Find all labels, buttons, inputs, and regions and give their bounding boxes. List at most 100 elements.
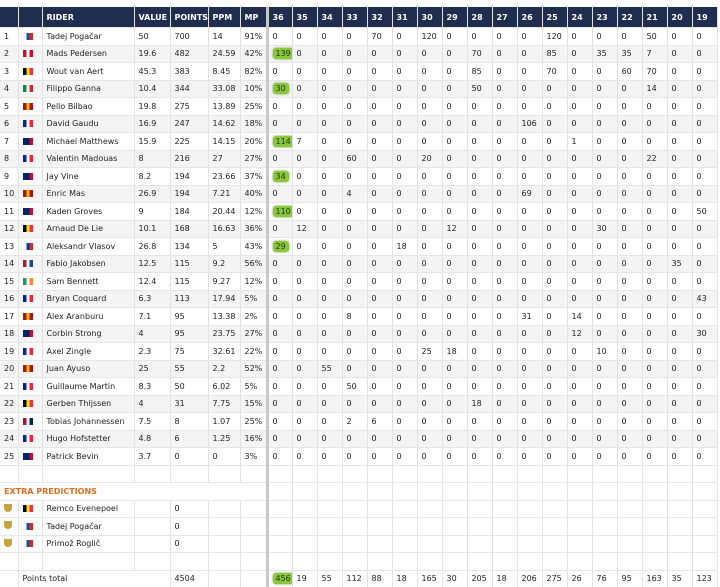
rider-value: 19.8: [134, 97, 171, 116]
stage-value: 60: [621, 66, 632, 76]
stage-points: 0: [367, 325, 393, 343]
stage-value: 0: [296, 49, 302, 59]
rider-points: 482: [170, 45, 209, 63]
stage-value: 0: [296, 381, 302, 391]
rank: 18: [0, 325, 19, 343]
flag-icon: [22, 400, 33, 408]
stage-value: 0: [496, 189, 502, 199]
stage-value: 0: [671, 154, 677, 164]
stage-points: 4: [342, 185, 368, 203]
stage-value: 22: [646, 154, 657, 164]
stage-value: 0: [421, 329, 427, 339]
stage-value: 0: [346, 119, 352, 129]
stage-header: 21: [642, 7, 668, 28]
empty-cell: [240, 465, 268, 483]
stage-value: 0: [671, 346, 677, 356]
stage-points: 0: [617, 447, 643, 466]
stage-value: 0: [446, 241, 452, 251]
stage-points: 0: [342, 325, 368, 343]
empty-cell: [617, 482, 643, 501]
stage-points: 0: [617, 290, 643, 308]
rank: 24: [0, 430, 19, 448]
stage-points: 0: [492, 377, 518, 396]
stage-value: 0: [546, 329, 552, 339]
stage-total: 18: [396, 574, 407, 584]
stage-value: 0: [346, 224, 352, 234]
empty-cell: [492, 535, 518, 553]
stage-value: 0: [496, 259, 502, 269]
stage-value: 0: [496, 416, 502, 426]
stage-header: 32: [367, 7, 393, 28]
stage-points: 0: [392, 115, 418, 133]
stage-points: 8: [342, 307, 368, 326]
stage-points: 0: [517, 342, 543, 361]
stage-value: 1: [571, 136, 577, 146]
stage-value: 0: [371, 49, 377, 59]
stage-points: 0: [667, 27, 693, 46]
flag: [18, 115, 43, 133]
stage-header: 30: [417, 7, 443, 28]
stage-points: 55: [317, 360, 343, 378]
stage-value: 0: [696, 171, 702, 181]
flag: [18, 517, 43, 536]
stage-value: 0: [596, 451, 602, 461]
empty-cell: [317, 465, 343, 483]
stage-points: 60: [617, 62, 643, 81]
empty-cell: [292, 465, 318, 483]
stage-points: 0: [667, 272, 693, 291]
stage-value: 0: [546, 224, 552, 234]
stage-points: 0: [592, 325, 618, 343]
stage-value: 0: [546, 364, 552, 374]
stage-value: 0: [446, 189, 452, 199]
rider-name: Tadej Pogačar: [42, 27, 135, 46]
rider-ppm: 6.02: [208, 377, 241, 396]
stage-points: 0: [292, 167, 318, 186]
stage-value: 0: [396, 84, 402, 94]
stage-value: 0: [546, 294, 552, 304]
rider-ppm: 24.59: [208, 45, 241, 63]
empty-cell: [692, 552, 718, 571]
stage-points: 0: [692, 307, 718, 326]
stage-points: 0: [467, 307, 493, 326]
stage-value: 0: [321, 346, 327, 356]
rider-points: 216: [170, 150, 209, 168]
empty-cell: [0, 552, 19, 571]
stage-value: 12: [446, 224, 457, 234]
stage-points: 0: [617, 307, 643, 326]
stage-value: 0: [696, 136, 702, 146]
stage-points: 0: [542, 150, 568, 168]
stage-value: 0: [296, 346, 302, 356]
stage-value: 0: [546, 101, 552, 111]
stage-points: 0: [692, 272, 718, 291]
empty-cell: [240, 570, 268, 587]
stage-value: 0: [496, 66, 502, 76]
stage-points: 0: [317, 255, 343, 273]
stage-value: 0: [346, 434, 352, 444]
stage-value: 0: [471, 241, 477, 251]
stage-points: 0: [292, 255, 318, 273]
stage-points: 0: [592, 395, 618, 413]
stage-points: 106: [517, 115, 543, 133]
stage-points: 50: [467, 80, 493, 98]
stage-points: 0: [265, 342, 293, 361]
stage-points: 0: [542, 412, 568, 431]
stage-value: 0: [521, 224, 527, 234]
stage-points: 0: [265, 27, 293, 46]
stage-points: 0: [592, 167, 618, 186]
stage-value: 0: [471, 346, 477, 356]
stage-points: 0: [492, 80, 518, 98]
stage-value: 0: [471, 451, 477, 461]
stage-points: 0: [417, 325, 443, 343]
rider-value: 25: [134, 360, 171, 378]
stage-value: 0: [646, 171, 652, 181]
stage-value: 0: [646, 399, 652, 409]
stage-value: 0: [521, 294, 527, 304]
stage-value: 0: [621, 84, 627, 94]
empty-cell: [18, 465, 43, 483]
empty-cell: [492, 465, 518, 483]
stage-points: 0: [292, 290, 318, 308]
totals-value: 4504: [170, 570, 209, 587]
stage-points: 0: [392, 97, 418, 116]
stage-points: 0: [292, 272, 318, 291]
